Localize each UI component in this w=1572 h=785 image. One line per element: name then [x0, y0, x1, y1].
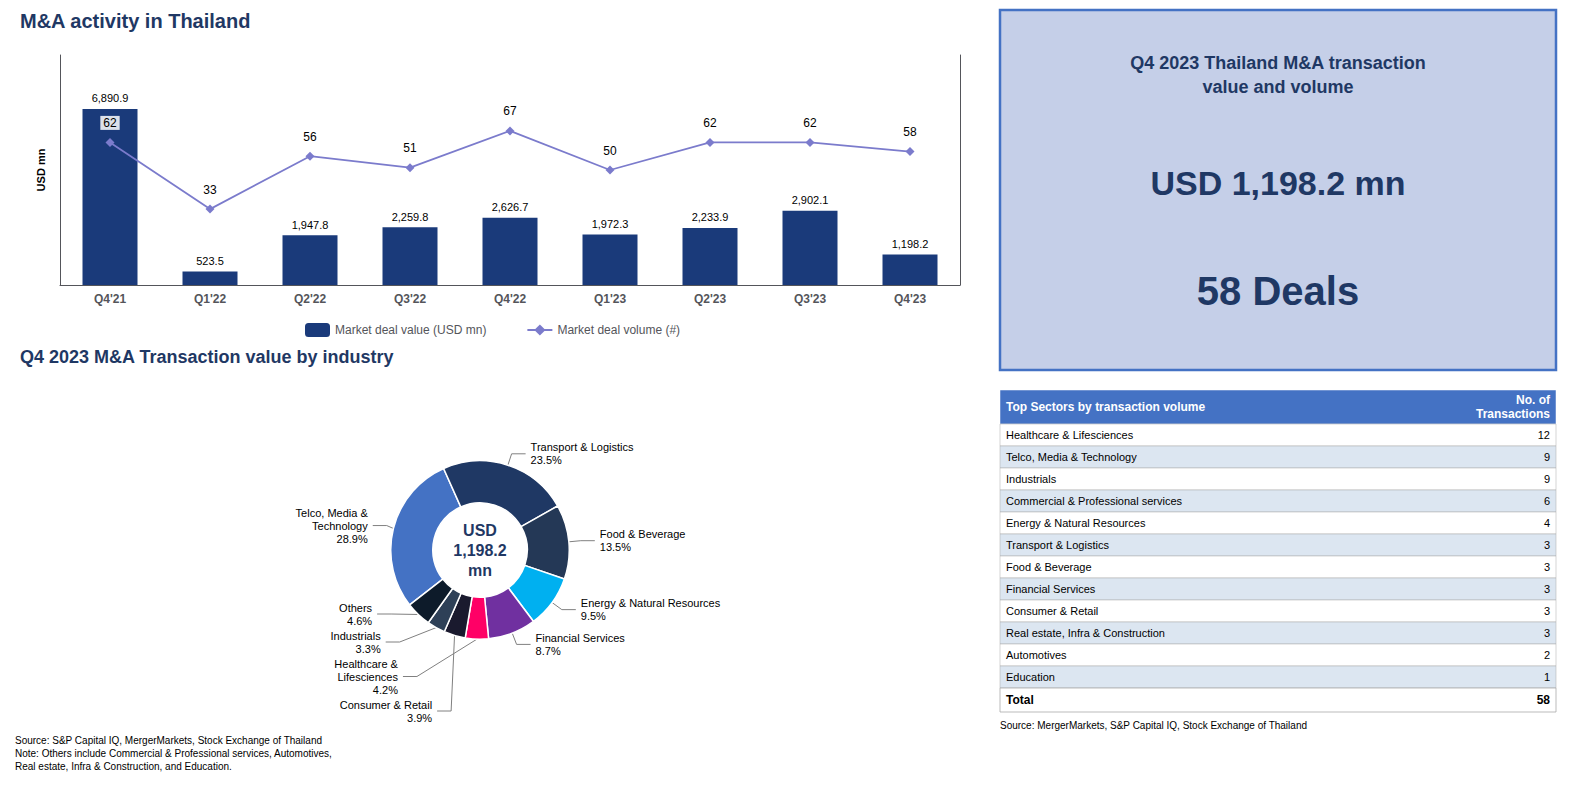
svg-text:2,259.8: 2,259.8 [392, 211, 429, 223]
svg-text:523.5: 523.5 [196, 255, 224, 267]
svg-text:Food & Beverage: Food & Beverage [600, 528, 686, 540]
svg-text:6: 6 [1544, 495, 1550, 507]
svg-text:Transactions: Transactions [1476, 407, 1550, 421]
svg-text:Q4'21: Q4'21 [94, 292, 127, 306]
svg-text:Transport & Logistics: Transport & Logistics [1006, 539, 1109, 551]
svg-text:Q4'22: Q4'22 [494, 292, 527, 306]
svg-text:Technology: Technology [312, 520, 368, 532]
svg-text:9.5%: 9.5% [581, 610, 606, 622]
svg-text:USD mn: USD mn [35, 148, 47, 191]
svg-text:Healthcare &: Healthcare & [334, 658, 398, 670]
svg-text:Market deal value (USD mn): Market deal value (USD mn) [335, 323, 486, 337]
svg-text:No. of: No. of [1516, 393, 1551, 407]
svg-text:Note: Others include Commercia: Note: Others include Commercial & Profes… [15, 748, 332, 759]
svg-text:3: 3 [1544, 583, 1550, 595]
svg-text:62: 62 [103, 116, 117, 130]
svg-text:62: 62 [803, 116, 817, 130]
svg-text:Q2'23: Q2'23 [694, 292, 727, 306]
svg-text:Q3'22: Q3'22 [394, 292, 427, 306]
svg-text:4.2%: 4.2% [373, 684, 398, 696]
svg-text:Telco, Media &: Telco, Media & [296, 507, 369, 519]
svg-text:Consumer & Retail: Consumer & Retail [340, 699, 432, 711]
svg-text:Q4 2023 Thailand M&A transacti: Q4 2023 Thailand M&A transaction [1130, 53, 1425, 73]
svg-text:23.5%: 23.5% [531, 454, 562, 466]
svg-text:62: 62 [703, 116, 717, 130]
svg-text:1,198.2: 1,198.2 [892, 238, 929, 250]
svg-text:Q4 2023 M&A Transaction value: Q4 2023 M&A Transaction value by industr… [20, 347, 393, 367]
svg-text:USD 1,198.2 mn: USD 1,198.2 mn [1150, 164, 1405, 202]
svg-text:3: 3 [1544, 539, 1550, 551]
svg-text:Market deal volume (#): Market deal volume (#) [557, 323, 680, 337]
svg-text:2,233.9: 2,233.9 [692, 211, 729, 223]
svg-text:2,902.1: 2,902.1 [792, 194, 829, 206]
svg-text:Financial Services: Financial Services [1006, 583, 1096, 595]
svg-text:12: 12 [1538, 429, 1550, 441]
svg-text:Q1'23: Q1'23 [594, 292, 627, 306]
svg-text:58: 58 [903, 125, 917, 139]
svg-text:Healthcare & Lifesciences: Healthcare & Lifesciences [1006, 429, 1134, 441]
svg-text:M&A activity in Thailand: M&A activity in Thailand [20, 10, 250, 32]
svg-text:Transport & Logistics: Transport & Logistics [531, 441, 634, 453]
svg-text:4: 4 [1544, 517, 1550, 529]
svg-text:3: 3 [1544, 605, 1550, 617]
svg-text:2: 2 [1544, 649, 1550, 661]
svg-text:Q2'22: Q2'22 [294, 292, 327, 306]
svg-text:1,198.2: 1,198.2 [453, 542, 506, 559]
svg-text:8.7%: 8.7% [536, 645, 561, 657]
svg-text:3.3%: 3.3% [356, 643, 381, 655]
svg-text:Consumer & Retail: Consumer & Retail [1006, 605, 1098, 617]
svg-text:13.5%: 13.5% [600, 541, 631, 553]
svg-text:Commercial & Professional serv: Commercial & Professional services [1006, 495, 1183, 507]
svg-text:Q4'23: Q4'23 [894, 292, 927, 306]
svg-text:58: 58 [1537, 693, 1551, 707]
svg-text:Education: Education [1006, 671, 1055, 683]
svg-text:56: 56 [303, 130, 317, 144]
svg-text:9: 9 [1544, 473, 1550, 485]
svg-text:67: 67 [503, 104, 517, 118]
svg-text:3: 3 [1544, 561, 1550, 573]
svg-text:28.9%: 28.9% [337, 533, 368, 545]
svg-text:Industrials: Industrials [1006, 473, 1057, 485]
svg-text:Telco, Media & Technology: Telco, Media & Technology [1006, 451, 1137, 463]
svg-text:Q1'22: Q1'22 [194, 292, 227, 306]
svg-text:Lifesciences: Lifesciences [337, 671, 398, 683]
svg-text:2,626.7: 2,626.7 [492, 201, 529, 213]
svg-text:Financial Services: Financial Services [536, 632, 626, 644]
svg-text:33: 33 [203, 183, 217, 197]
svg-text:50: 50 [603, 144, 617, 158]
svg-text:51: 51 [403, 141, 417, 155]
svg-text:58 Deals: 58 Deals [1197, 269, 1359, 313]
svg-text:6,890.9: 6,890.9 [92, 92, 129, 104]
svg-text:Source: S&P Capital IQ, Merger: Source: S&P Capital IQ, MergerMarkets, S… [15, 735, 322, 746]
svg-text:Energy & Natural Resources: Energy & Natural Resources [1006, 517, 1146, 529]
svg-text:Industrials: Industrials [331, 630, 382, 642]
svg-text:value and volume: value and volume [1202, 77, 1353, 97]
svg-text:1,972.3: 1,972.3 [592, 218, 629, 230]
svg-text:Food & Beverage: Food & Beverage [1006, 561, 1092, 573]
svg-text:1,947.8: 1,947.8 [292, 219, 329, 231]
svg-text:9: 9 [1544, 451, 1550, 463]
svg-text:Real estate, Infra & Construct: Real estate, Infra & Construction, and E… [15, 761, 232, 772]
svg-text:Top Sectors by transaction vol: Top Sectors by transaction volume [1006, 400, 1205, 414]
svg-text:Energy & Natural Resources: Energy & Natural Resources [581, 597, 721, 609]
svg-text:Others: Others [339, 602, 373, 614]
svg-text:Q3'23: Q3'23 [794, 292, 827, 306]
svg-text:1: 1 [1544, 671, 1550, 683]
svg-text:Source: MergerMarkets, S&P Cap: Source: MergerMarkets, S&P Capital IQ, S… [1000, 720, 1307, 731]
svg-text:Real estate, Infra & Construct: Real estate, Infra & Construction [1006, 627, 1165, 639]
svg-text:4.6%: 4.6% [347, 615, 372, 627]
svg-text:3.9%: 3.9% [407, 712, 432, 724]
svg-text:3: 3 [1544, 627, 1550, 639]
svg-text:USD: USD [463, 522, 497, 539]
svg-text:mn: mn [468, 562, 492, 579]
svg-text:Total: Total [1006, 693, 1034, 707]
svg-text:Automotives: Automotives [1006, 649, 1067, 661]
